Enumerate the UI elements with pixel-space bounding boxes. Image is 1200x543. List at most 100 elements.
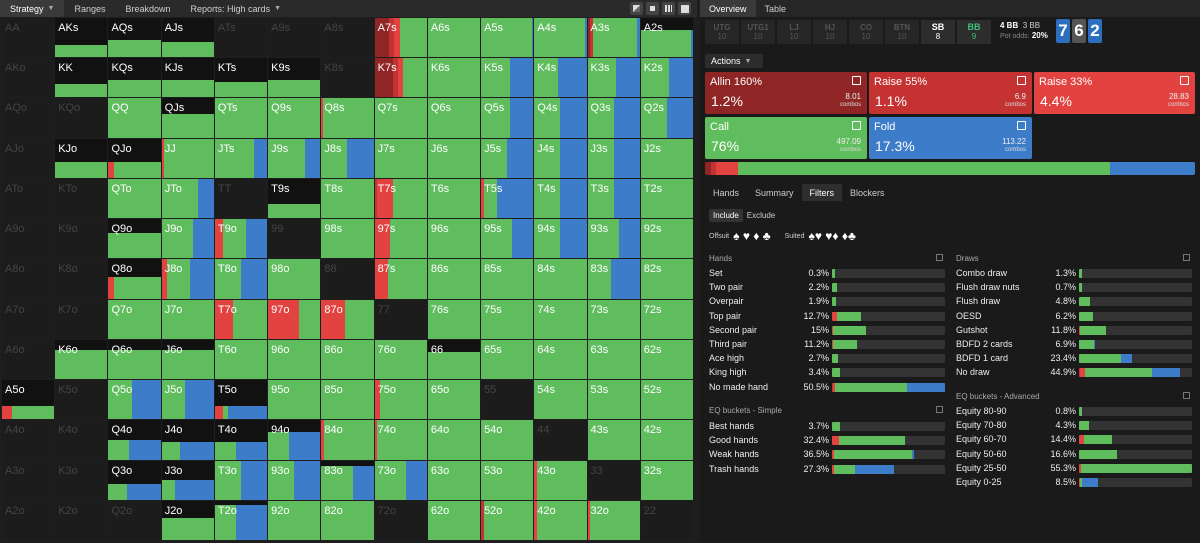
checkbox-icon[interactable] — [1017, 76, 1026, 85]
hand-cell[interactable]: J9o — [161, 219, 214, 259]
hand-cell[interactable]: A5o — [2, 380, 55, 420]
hand-cell[interactable]: KJs — [161, 58, 214, 98]
hand-cell[interactable]: K3o — [55, 460, 108, 500]
hand-cell[interactable]: 65s — [481, 339, 534, 380]
hand-cell[interactable]: K7o — [55, 299, 108, 339]
tab-hands[interactable]: Hands — [713, 187, 740, 198]
filter-row[interactable]: Flush draw nuts 0.7% — [956, 281, 1192, 294]
hand-cell[interactable]: 83s — [587, 259, 640, 299]
hand-cell[interactable]: T8s — [321, 178, 374, 219]
suited-suits-icon[interactable]: ♠♥ ♥♦ ♦♣ — [808, 229, 856, 243]
hand-cell[interactable]: 86s — [427, 259, 481, 299]
hand-cell[interactable]: ATs — [214, 18, 268, 58]
hand-cell[interactable]: 65o — [427, 380, 481, 420]
hand-cell[interactable]: T3o — [214, 460, 268, 500]
hand-cell[interactable]: K7s — [374, 58, 427, 98]
filter-row[interactable]: BDFD 1 card 23.4% — [956, 352, 1192, 365]
hand-cell[interactable]: Q6s — [427, 98, 481, 138]
hand-cell[interactable]: 82o — [321, 500, 374, 540]
section-toggle-icon[interactable] — [1183, 254, 1190, 261]
position-btn[interactable]: BTN 10 — [885, 20, 919, 44]
hand-cell[interactable]: 22 — [640, 500, 693, 540]
checkbox-icon[interactable] — [852, 121, 861, 130]
grid-large-icon[interactable] — [662, 2, 675, 15]
hand-cell[interactable]: A3o — [2, 460, 55, 500]
position-utg[interactable]: UTG 10 — [705, 20, 739, 44]
hand-cell[interactable]: T2o — [214, 500, 268, 540]
filter-row[interactable]: Second pair 15% — [709, 324, 945, 337]
hand-cell[interactable]: Q2s — [640, 98, 693, 138]
hand-cell[interactable]: 95s — [481, 219, 534, 259]
hand-cell[interactable]: T9o — [214, 219, 268, 259]
hand-cell[interactable]: J7o — [161, 299, 214, 339]
hand-cell[interactable]: TT — [214, 178, 268, 219]
hand-cell[interactable]: 43s — [587, 420, 640, 460]
hand-cell[interactable]: KQo — [55, 98, 108, 138]
tab-overview[interactable]: Overview — [700, 0, 756, 17]
hand-cell[interactable]: Q8s — [321, 98, 374, 138]
hand-cell[interactable]: T6s — [427, 178, 481, 219]
tab-reports[interactable]: Reports: High cards ▼ — [181, 0, 291, 17]
actions-dropdown[interactable]: Actions ▼ — [705, 54, 763, 68]
hand-cell[interactable]: K4s — [534, 58, 587, 98]
hand-cell[interactable]: KQs — [108, 58, 161, 98]
hand-cell[interactable]: 98s — [321, 219, 374, 259]
hand-cell[interactable]: J3o — [161, 460, 214, 500]
hand-cell[interactable]: J8o — [161, 259, 214, 299]
hand-cell[interactable]: AJs — [161, 18, 214, 58]
hand-cell[interactable]: J5o — [161, 380, 214, 420]
position-co[interactable]: CO 10 — [849, 20, 883, 44]
filter-row[interactable]: Top pair 12.7% — [709, 310, 945, 323]
hand-cell[interactable]: A6s — [427, 18, 481, 58]
hand-cell[interactable]: 32s — [640, 460, 693, 500]
tab-strategy[interactable]: Strategy ▼ — [0, 0, 65, 17]
checkbox-icon[interactable] — [1017, 121, 1026, 130]
hand-cell[interactable]: A3s — [587, 18, 640, 58]
hand-cell[interactable]: 63s — [587, 339, 640, 380]
hand-cell[interactable]: 42o — [534, 500, 587, 540]
hand-cell[interactable]: A2o — [2, 500, 55, 540]
section-toggle-icon[interactable] — [936, 406, 943, 413]
hand-cell[interactable]: 84s — [534, 259, 587, 299]
hand-cell[interactable]: AQo — [2, 98, 55, 138]
hand-cell[interactable]: QTo — [108, 178, 161, 219]
action-raise-55-[interactable]: Raise 55% 1.1% 6.9 combos — [869, 72, 1032, 114]
hand-cell[interactable]: 84o — [321, 420, 374, 460]
hand-cell[interactable]: 63o — [427, 460, 481, 500]
hand-cell[interactable]: Q7s — [374, 98, 427, 138]
hand-cell[interactable]: A8o — [2, 259, 55, 299]
filter-row[interactable]: Equity 80-90 0.8% — [956, 405, 1192, 418]
hand-cell[interactable]: J7s — [374, 138, 427, 178]
hand-cell[interactable]: 64o — [427, 420, 481, 460]
hand-cell[interactable]: T5s — [481, 178, 534, 219]
hand-cell[interactable]: J2o — [161, 500, 214, 540]
hand-cell[interactable]: 55 — [481, 380, 534, 420]
hand-cell[interactable]: J5s — [481, 138, 534, 178]
hand-cell[interactable]: 66 — [427, 339, 481, 380]
filter-row[interactable]: Set 0.3% — [709, 267, 945, 280]
filter-row[interactable]: No made hand 50.5% — [709, 381, 945, 394]
tab-summary[interactable]: Summary — [755, 187, 794, 198]
hand-cell[interactable]: 87s — [374, 259, 427, 299]
filter-row[interactable]: Two pair 2.2% — [709, 281, 945, 294]
hand-cell[interactable]: ATo — [2, 178, 55, 219]
hand-cell[interactable]: K9o — [55, 219, 108, 259]
hand-cell[interactable]: J8s — [321, 138, 374, 178]
hand-cell[interactable]: Q2o — [108, 500, 161, 540]
hand-cell[interactable]: QTs — [214, 98, 268, 138]
position-hj[interactable]: HJ 10 — [813, 20, 847, 44]
hand-cell[interactable]: 73s — [587, 299, 640, 339]
filter-row[interactable]: Flush draw 4.8% — [956, 295, 1192, 308]
hand-cell[interactable]: AKs — [55, 18, 108, 58]
hand-cell[interactable]: AKo — [2, 58, 55, 98]
section-toggle-icon[interactable] — [1183, 392, 1190, 399]
filter-row[interactable]: Weak hands 36.5% — [709, 448, 945, 461]
hand-cell[interactable]: 93o — [268, 460, 321, 500]
hand-cell[interactable]: 76o — [374, 339, 427, 380]
position-sb[interactable]: SB 8 — [921, 20, 955, 44]
hand-cell[interactable]: 32o — [587, 500, 640, 540]
layout-split-icon[interactable] — [630, 2, 643, 15]
action-fold[interactable]: Fold 17.3% 113.22 combos — [869, 117, 1032, 159]
hand-cell[interactable]: K2s — [640, 58, 693, 98]
hand-cell[interactable]: K9s — [268, 58, 321, 98]
